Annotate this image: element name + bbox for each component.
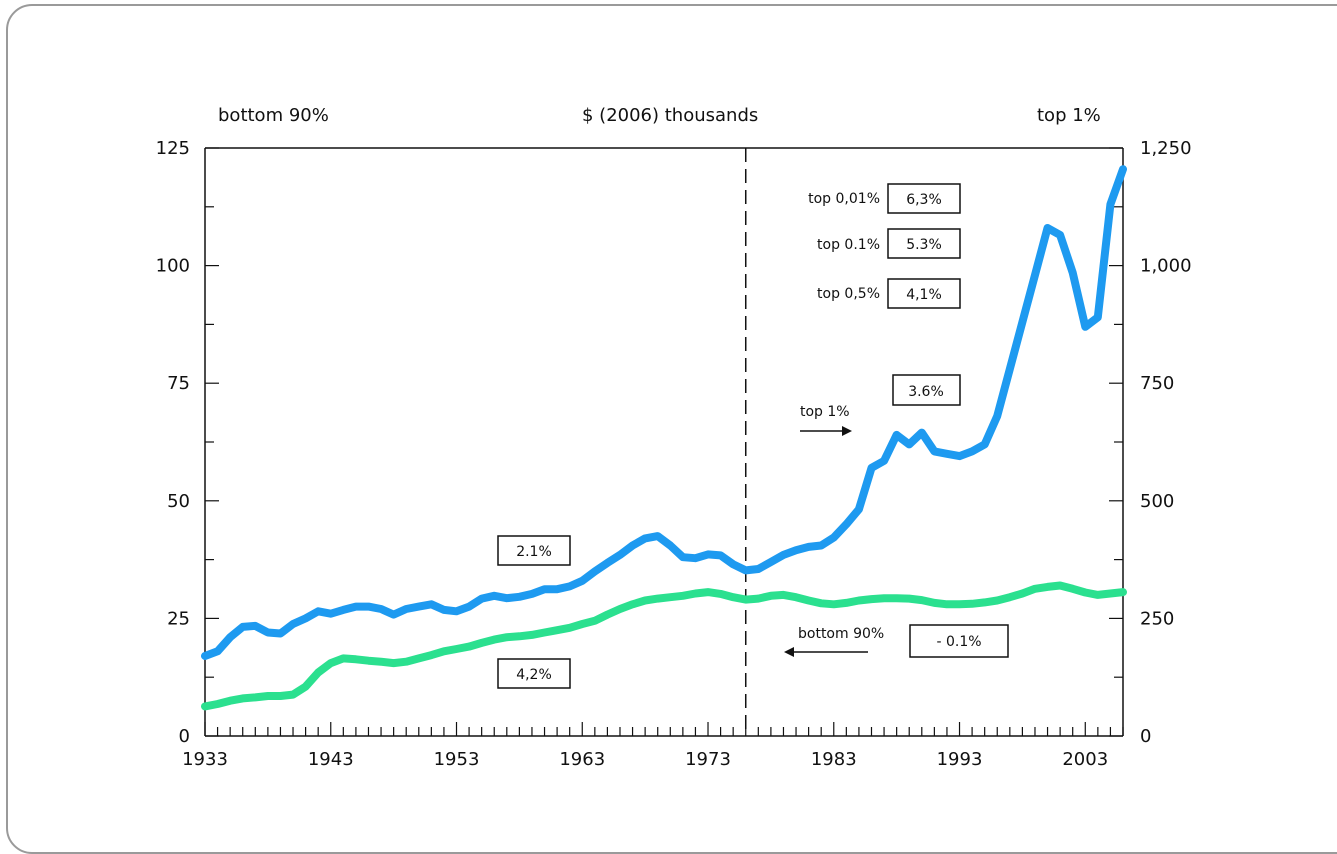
header-left-label: bottom 90% [218, 105, 329, 126]
series-line-bottom-90- [201, 581, 1127, 711]
top-1-label: top 1% [800, 404, 850, 420]
group-label: top 0,01% [808, 191, 880, 207]
series-layer [201, 165, 1127, 711]
annotation-group-row-1: top 0,01% 6,3% [808, 183, 961, 214]
y-right-tick-label: 250 [1140, 608, 1174, 629]
y-right-tick-label: 0 [1140, 726, 1151, 747]
bottom-90-label: bottom 90% [798, 626, 884, 642]
annotation-group-row-2: top 0.1% 5.3% [817, 228, 961, 259]
group-value: 4,1% [906, 287, 942, 303]
x-tick-label: 2003 [1062, 749, 1108, 770]
top-1-arrow-head [842, 426, 852, 436]
y-left-tick-label: 125 [156, 138, 190, 159]
x-tick-label: 1983 [811, 749, 857, 770]
annotation-value: - 0.1% [936, 634, 981, 650]
x-tick-label: 1973 [685, 749, 731, 770]
bottom-90-arrow-head [784, 647, 794, 657]
annotation-box-top1: 3.6% [892, 374, 961, 406]
annotation-value: 4,2% [516, 667, 552, 683]
group-value: 6,3% [906, 192, 942, 208]
y-left-tick-label: 25 [167, 608, 190, 629]
header-center-label: $ (2006) thousands [582, 105, 758, 126]
axis-ticks [204, 147, 1124, 737]
group-label: top 0,5% [817, 286, 880, 302]
y-left-tick-label: 50 [167, 491, 190, 512]
chart-frame [6, 4, 1337, 854]
y-right-tick-label: 500 [1140, 491, 1174, 512]
header-right-label: top 1% [1037, 105, 1101, 126]
annotation-box-left-top: 2.1% [497, 535, 571, 566]
y-left-tick-label: 0 [179, 726, 190, 747]
y-right-tick-label: 750 [1140, 373, 1174, 394]
annotation-box-bottom90: - 0.1% [909, 624, 1009, 658]
annotation-group-row-3: top 0,5% 4,1% [817, 278, 961, 309]
x-tick-label: 1943 [308, 749, 354, 770]
group-value: 5.3% [906, 237, 942, 253]
y-left-tick-label: 75 [167, 373, 190, 394]
annotation-box-left-bottom: 4,2% [497, 658, 571, 689]
x-tick-label: 1953 [434, 749, 480, 770]
y-left-tick-label: 100 [156, 256, 190, 277]
y-right-tick-label: 1,000 [1140, 256, 1192, 277]
x-tick-label: 1933 [182, 749, 228, 770]
x-tick-label: 1993 [937, 749, 983, 770]
series-line-top-1- [201, 165, 1127, 660]
y-right-tick-label: 1,250 [1140, 138, 1192, 159]
group-label: top 0.1% [817, 237, 880, 253]
tick-labels: 1933 1943 1953 1963 1973 1983 1993 2003 0 25 50 75 1… [156, 138, 1192, 770]
x-tick-label: 1963 [559, 749, 605, 770]
annotation-value: 3.6% [908, 384, 944, 400]
annotation-value: 2.1% [516, 544, 552, 560]
